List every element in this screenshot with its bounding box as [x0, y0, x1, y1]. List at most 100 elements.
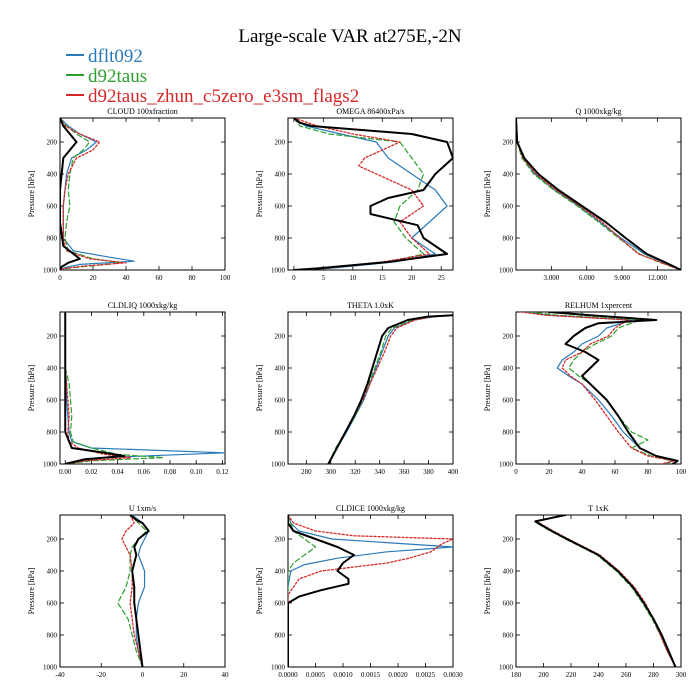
x-tick-label: 0 [141, 671, 145, 679]
plot-frame [515, 514, 682, 668]
x-tick-label: 0.0025 [416, 671, 436, 679]
plot-frame [59, 117, 226, 271]
plot-frame [59, 311, 226, 465]
x-tick-label: 260 [621, 671, 632, 679]
panel-title: RELHUM 1xpercent [565, 301, 633, 310]
x-tick-label: 60 [156, 274, 164, 282]
y-tick-label: 400 [47, 365, 58, 373]
panel-title: THETA 1.0xK [347, 301, 394, 310]
x-tick-label: 0.0010 [333, 671, 353, 679]
x-tick-label: 360 [399, 468, 410, 476]
x-tick-label: 20 [90, 274, 98, 282]
y-tick-label: 1000 [499, 664, 514, 672]
series-line-dflt092 [288, 515, 453, 667]
x-tick-label: 20 [546, 468, 554, 476]
panel-title: U 1xm/s [129, 504, 156, 513]
series-line-dflt092 [516, 118, 681, 270]
x-tick-label: 180 [511, 671, 522, 679]
series-line-obs [516, 118, 681, 270]
y-tick-label: 400 [503, 365, 514, 373]
series-line-d92taus_zhun_c5zero_e3sm_flags2 [293, 118, 431, 270]
series-line-obs [534, 515, 677, 667]
y-axis-label: Pressure [hPa] [27, 170, 36, 217]
y-axis-label: Pressure [hPa] [27, 364, 36, 411]
x-tick-label: -20 [97, 671, 107, 679]
x-tick-label: 0.04 [111, 468, 124, 476]
x-tick-label: 80 [189, 274, 197, 282]
series-line-d92taus [528, 312, 672, 464]
y-axis-label: Pressure [hPa] [255, 567, 264, 614]
y-tick-label: 1000 [499, 267, 514, 275]
y-tick-label: 400 [503, 568, 514, 576]
x-tick-label: 0.0030 [443, 671, 463, 679]
x-tick-label: 280 [648, 671, 659, 679]
plot-frame [287, 117, 454, 271]
series-line-d92taus_zhun_c5zero_e3sm_flags2 [327, 314, 453, 464]
series-line-obs [64, 312, 126, 464]
series-line-obs [129, 515, 150, 667]
x-tick-label: 6.000 [579, 274, 595, 282]
legend-label-0: dflt092 [88, 46, 143, 67]
series-group [327, 314, 453, 464]
panel-title: OMEGA 86400xPa/s [336, 107, 404, 116]
y-tick-label: 800 [275, 429, 286, 437]
y-tick-label: 800 [503, 632, 514, 640]
x-tick-label: 400 [448, 468, 459, 476]
y-axis-label: Pressure [hPa] [483, 567, 492, 614]
y-tick-label: 200 [275, 139, 286, 147]
panel-title: Q 1000xkg/kg [576, 107, 622, 116]
x-tick-label: 300 [326, 468, 337, 476]
panel-4: THETA 1.0xK Pressure [hPa] 200 400 600 800 100… [255, 301, 459, 476]
x-tick-label: 0 [292, 274, 296, 282]
y-tick-label: 600 [47, 203, 58, 211]
y-tick-label: 200 [275, 333, 286, 341]
x-tick-label: 0.06 [138, 468, 151, 476]
y-tick-label: 1000 [43, 461, 58, 469]
x-tick-label: 40 [123, 274, 131, 282]
y-tick-label: 200 [503, 536, 514, 544]
x-tick-label: 0.10 [190, 468, 203, 476]
y-tick-label: 600 [47, 600, 58, 608]
y-tick-label: 200 [47, 333, 58, 341]
y-axis-label: Pressure [hPa] [255, 364, 264, 411]
series-line-obs [60, 118, 81, 270]
x-tick-label: 200 [538, 671, 549, 679]
y-tick-label: 200 [275, 536, 286, 544]
series-group [516, 118, 681, 270]
legend-label-2: d92taus_zhun_c5zero_e3sm_flags2 [88, 86, 359, 107]
series-line-d92taus [60, 118, 124, 270]
y-tick-label: 400 [275, 171, 286, 179]
y-tick-label: 600 [275, 397, 286, 405]
y-tick-label: 600 [47, 397, 58, 405]
x-tick-label: 0.08 [164, 468, 177, 476]
legend: dflt092 d92taus d92taus_zhun_c5zero_e3sm… [66, 46, 359, 107]
series-line-d92taus [534, 515, 677, 667]
series-line-d92taus_zhun_c5zero_e3sm_flags2 [288, 515, 453, 667]
series-line-d92taus_zhun_c5zero_e3sm_flags2 [535, 515, 677, 667]
panel-title: CLDICE 1000xkg/kg [336, 504, 405, 513]
series-line-dflt092 [64, 312, 225, 464]
series-line-d92taus_zhun_c5zero_e3sm_flags2 [60, 118, 127, 270]
series-line-obs [292, 118, 453, 270]
y-tick-label: 800 [47, 632, 58, 640]
x-tick-label: 5 [322, 274, 326, 282]
series-line-dflt092 [293, 118, 448, 270]
x-tick-label: 20 [408, 274, 416, 282]
y-tick-label: 1000 [271, 461, 286, 469]
y-tick-label: 400 [275, 365, 286, 373]
x-tick-label: 100 [220, 274, 231, 282]
series-group [520, 312, 679, 464]
y-tick-label: 1000 [271, 267, 286, 275]
x-tick-label: 10 [349, 274, 357, 282]
y-tick-label: 800 [503, 429, 514, 437]
y-tick-label: 200 [503, 333, 514, 341]
y-axis-label: Pressure [hPa] [483, 364, 492, 411]
x-tick-label: 60 [612, 468, 620, 476]
series-line-d92taus_zhun_c5zero_e3sm_flags2 [516, 118, 681, 270]
series-group [64, 312, 225, 464]
panel-title: CLOUD 100xfraction [107, 107, 177, 116]
